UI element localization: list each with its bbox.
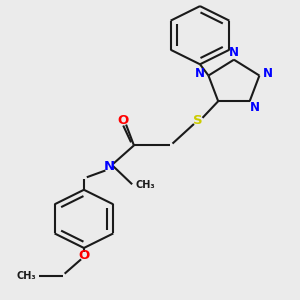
Text: S: S xyxy=(194,114,203,128)
Text: O: O xyxy=(118,114,129,128)
Text: N: N xyxy=(250,101,260,114)
Text: CH₃: CH₃ xyxy=(16,271,36,281)
Text: N: N xyxy=(263,67,273,80)
Text: CH₃: CH₃ xyxy=(136,180,155,190)
Text: N: N xyxy=(195,67,205,80)
Text: N: N xyxy=(229,46,239,59)
Text: O: O xyxy=(78,249,90,262)
Text: N: N xyxy=(103,160,115,173)
